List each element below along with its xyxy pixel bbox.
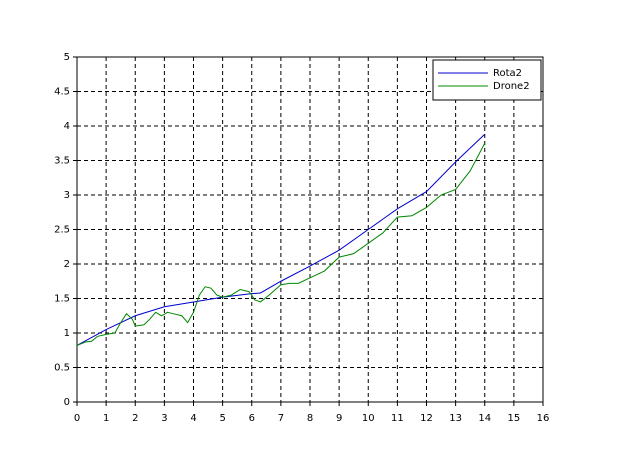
x-tick-label: 4 [190,413,196,424]
x-tick-label: 14 [478,413,491,424]
legend-label: Drone2 [493,81,530,92]
y-tick-label: 0.5 [54,363,70,374]
x-tick-label: 15 [508,413,521,424]
legend-box [432,59,542,101]
legend-label: Rota2 [493,68,522,79]
x-tick-label: 7 [278,413,284,424]
y-tick-label: 2 [64,259,70,270]
y-tick-label: 1.5 [54,294,70,305]
x-tick-label: 13 [449,413,462,424]
series-line [76,133,486,346]
x-tick-label: 6 [249,413,255,424]
x-tick-label: 12 [420,413,433,424]
y-tick-label: 3 [64,190,70,201]
x-tick-label: 9 [336,413,342,424]
x-tick-label: 16 [537,413,550,424]
y-tick-label: 3.5 [54,156,70,167]
y-tick-label: 4.5 [54,87,70,98]
x-tick-label: 2 [132,413,138,424]
x-tick-label: 5 [219,413,225,424]
y-tick-label: 0 [64,397,70,408]
x-tick-label: 1 [103,413,109,424]
y-tick-label: 5 [64,52,70,63]
y-tick-label: 2.5 [54,225,70,236]
plot-frame [76,56,544,403]
x-tick-label: 0 [74,413,80,424]
series-line [76,143,486,346]
y-tick-label: 1 [64,328,70,339]
y-tick-label: 4 [64,121,70,132]
x-tick-label: 8 [307,413,313,424]
x-tick-label: 11 [391,413,404,424]
x-tick-label: 10 [362,413,375,424]
x-tick-label: 3 [161,413,167,424]
